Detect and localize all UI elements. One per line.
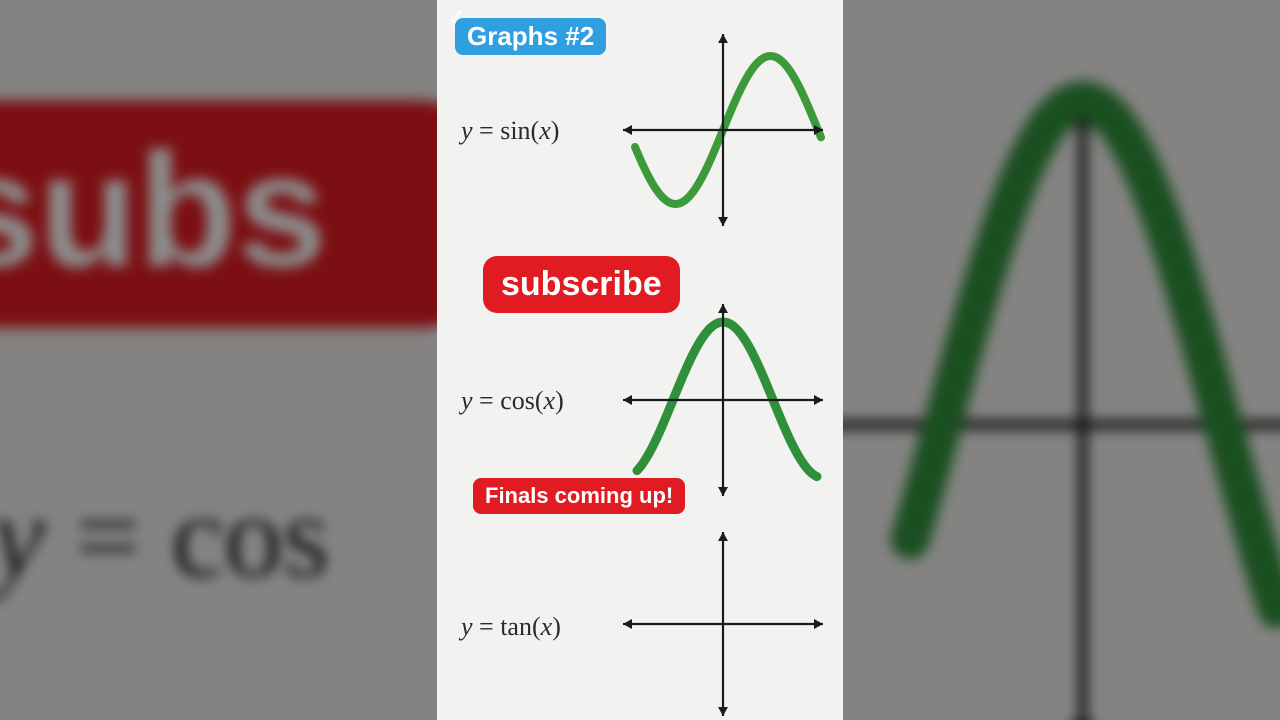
svg-text:subs: subs	[0, 120, 327, 301]
equation-tan: y = tan(x)	[461, 612, 561, 642]
svg-text:y = cos: y = cos	[0, 470, 329, 602]
phone-viewport: Graphs #2 subscribe Finals coming up! y …	[437, 0, 843, 720]
equation-sin: y = sin(x)	[461, 116, 559, 146]
title-badge-text: Graphs #2	[467, 21, 594, 51]
equation-cos: y = cos(x)	[461, 386, 564, 416]
subscribe-button[interactable]: subscribe	[483, 256, 680, 313]
finals-badge-text: Finals coming up!	[485, 483, 673, 508]
subscribe-button-text: subscribe	[501, 265, 662, 303]
finals-badge: Finals coming up!	[473, 478, 685, 514]
title-badge: Graphs #2	[455, 18, 606, 55]
